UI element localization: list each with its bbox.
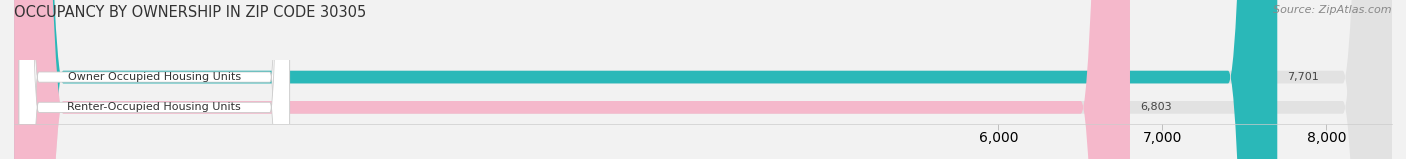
Text: 6,803: 6,803 (1140, 102, 1171, 112)
FancyBboxPatch shape (14, 0, 1392, 159)
FancyBboxPatch shape (14, 0, 1277, 159)
FancyBboxPatch shape (20, 0, 290, 159)
FancyBboxPatch shape (20, 0, 290, 159)
Text: Source: ZipAtlas.com: Source: ZipAtlas.com (1274, 5, 1392, 15)
Text: Renter-Occupied Housing Units: Renter-Occupied Housing Units (67, 102, 242, 112)
FancyBboxPatch shape (14, 0, 1130, 159)
FancyBboxPatch shape (14, 0, 1392, 159)
Text: Owner Occupied Housing Units: Owner Occupied Housing Units (67, 72, 240, 82)
Text: OCCUPANCY BY OWNERSHIP IN ZIP CODE 30305: OCCUPANCY BY OWNERSHIP IN ZIP CODE 30305 (14, 5, 367, 20)
Text: 7,701: 7,701 (1286, 72, 1319, 82)
